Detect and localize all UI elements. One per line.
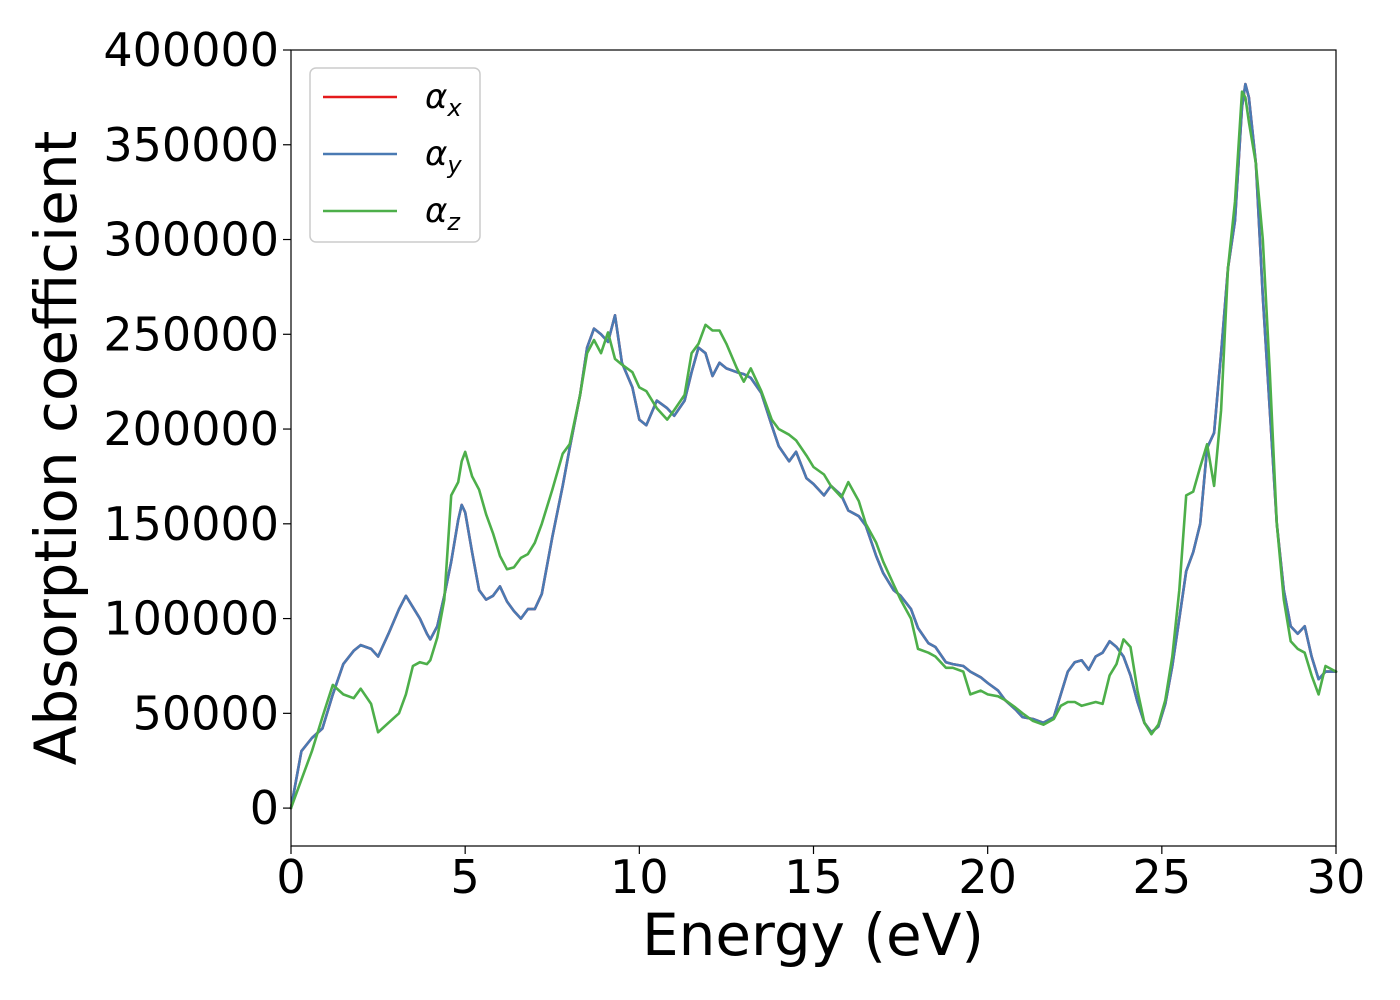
y-tick-label: 0 xyxy=(250,781,279,835)
y-tick-label: 300000 xyxy=(103,213,279,267)
x-tick-label: 15 xyxy=(784,850,843,904)
x-tick-label: 30 xyxy=(1307,850,1366,904)
y-tick-label: 200000 xyxy=(103,402,279,456)
y-tick-label: 400000 xyxy=(103,23,279,77)
x-tick-label: 10 xyxy=(610,850,669,904)
y-tick-label: 100000 xyxy=(103,592,279,646)
x-tick-label: 5 xyxy=(451,850,480,904)
x-axis-title: Energy (eV) xyxy=(642,901,984,969)
x-tick-label: 20 xyxy=(958,850,1017,904)
legend-label-x: αx xyxy=(425,77,462,122)
x-tick-label: 25 xyxy=(1133,850,1192,904)
x-tick-label: 0 xyxy=(276,850,305,904)
series-layer xyxy=(289,82,1338,810)
y-tick-label: 350000 xyxy=(103,118,279,172)
series-line-z xyxy=(289,90,1338,810)
y-tick-label: 50000 xyxy=(133,686,279,740)
series-line-y xyxy=(289,82,1338,810)
plot-frame xyxy=(290,49,1337,847)
y-axis-title: Absorption coefficient xyxy=(22,131,90,766)
y-tick-label: 150000 xyxy=(103,497,279,551)
y-tick-label: 250000 xyxy=(103,307,279,361)
ticks-layer: 0 5 10 15 20 25 30 0 50000 100000 150000 200000 2500… xyxy=(103,23,1365,904)
